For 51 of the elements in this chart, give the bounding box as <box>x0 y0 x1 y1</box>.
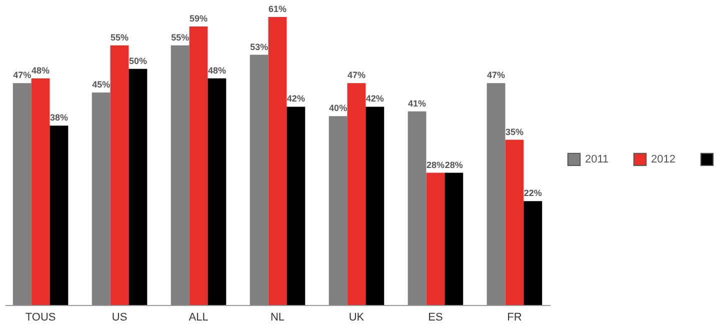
bar <box>486 83 506 305</box>
bar <box>268 17 287 305</box>
data-label: 55% <box>110 32 129 42</box>
data-label: 55% <box>171 32 190 42</box>
bar <box>128 68 148 305</box>
bar <box>524 201 542 305</box>
data-label: 47% <box>347 70 366 80</box>
bar <box>347 83 366 305</box>
x-tick-label: TOUS <box>25 312 56 324</box>
data-label: 48% <box>208 65 226 76</box>
data-label: 35% <box>505 126 524 137</box>
bar <box>50 126 68 305</box>
data-label: 38% <box>50 112 68 123</box>
data-label: 22% <box>524 188 542 198</box>
x-tick-label: FR <box>507 312 522 324</box>
x-tick-label: NL <box>270 312 285 324</box>
data-label: 42% <box>286 94 305 104</box>
data-label: 47% <box>487 70 506 80</box>
bar <box>170 45 190 305</box>
bar <box>110 45 129 305</box>
bar <box>31 78 50 305</box>
bar <box>408 111 426 305</box>
x-tick-label: UK <box>348 312 365 324</box>
x-tick-label: US <box>112 312 128 324</box>
data-label: 59% <box>190 13 208 24</box>
data-label: 50% <box>128 56 147 66</box>
x-tick-label: ES <box>428 312 443 324</box>
data-label: 47% <box>13 70 32 80</box>
data-label: 53% <box>250 42 268 52</box>
bar <box>444 172 464 305</box>
bar <box>92 92 110 305</box>
data-label: 61% <box>268 4 287 14</box>
x-tick-label: ALL <box>188 312 208 324</box>
legend-label: 2012 <box>651 153 676 166</box>
data-label: 28% <box>426 160 444 170</box>
data-label: 42% <box>366 94 384 104</box>
bar <box>505 140 524 305</box>
data-label: 41% <box>408 98 426 108</box>
data-label: 28% <box>444 160 463 170</box>
bar <box>286 106 306 305</box>
bar <box>189 26 208 305</box>
bar <box>250 54 268 305</box>
bar <box>366 106 384 305</box>
bar <box>426 172 445 305</box>
bar <box>12 83 32 305</box>
data-label: 45% <box>92 80 110 90</box>
data-label: 48% <box>32 65 50 76</box>
data-label: 40% <box>329 103 348 114</box>
bar <box>208 78 226 305</box>
bar <box>328 116 348 305</box>
legend-label: 2011 <box>585 153 609 166</box>
